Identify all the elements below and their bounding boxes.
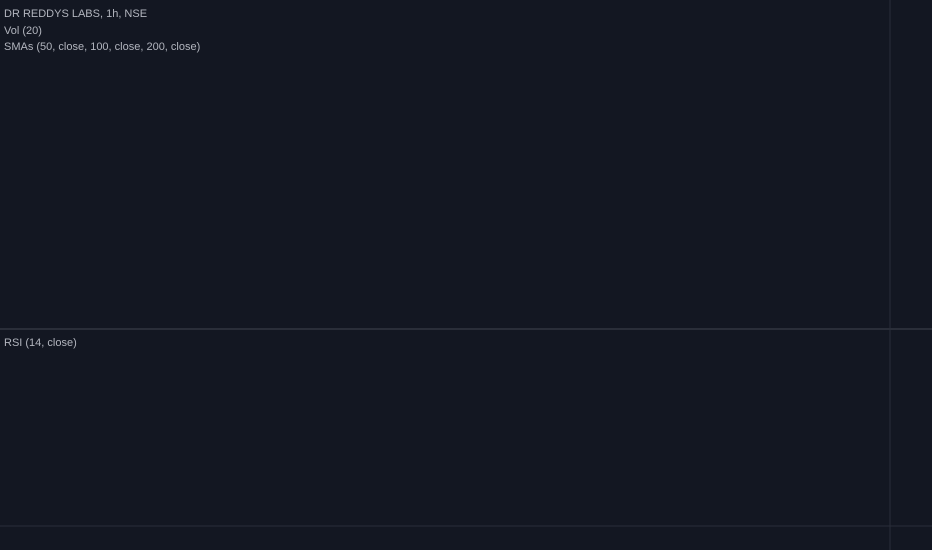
sma-legend: SMAs (50, close, 100, close, 200, close): [4, 41, 200, 53]
chart-title: DR REDDYS LABS, 1h, NSE: [4, 8, 147, 20]
volume-legend: Vol (20): [4, 25, 42, 37]
rsi-legend: RSI (14, close): [4, 337, 77, 349]
